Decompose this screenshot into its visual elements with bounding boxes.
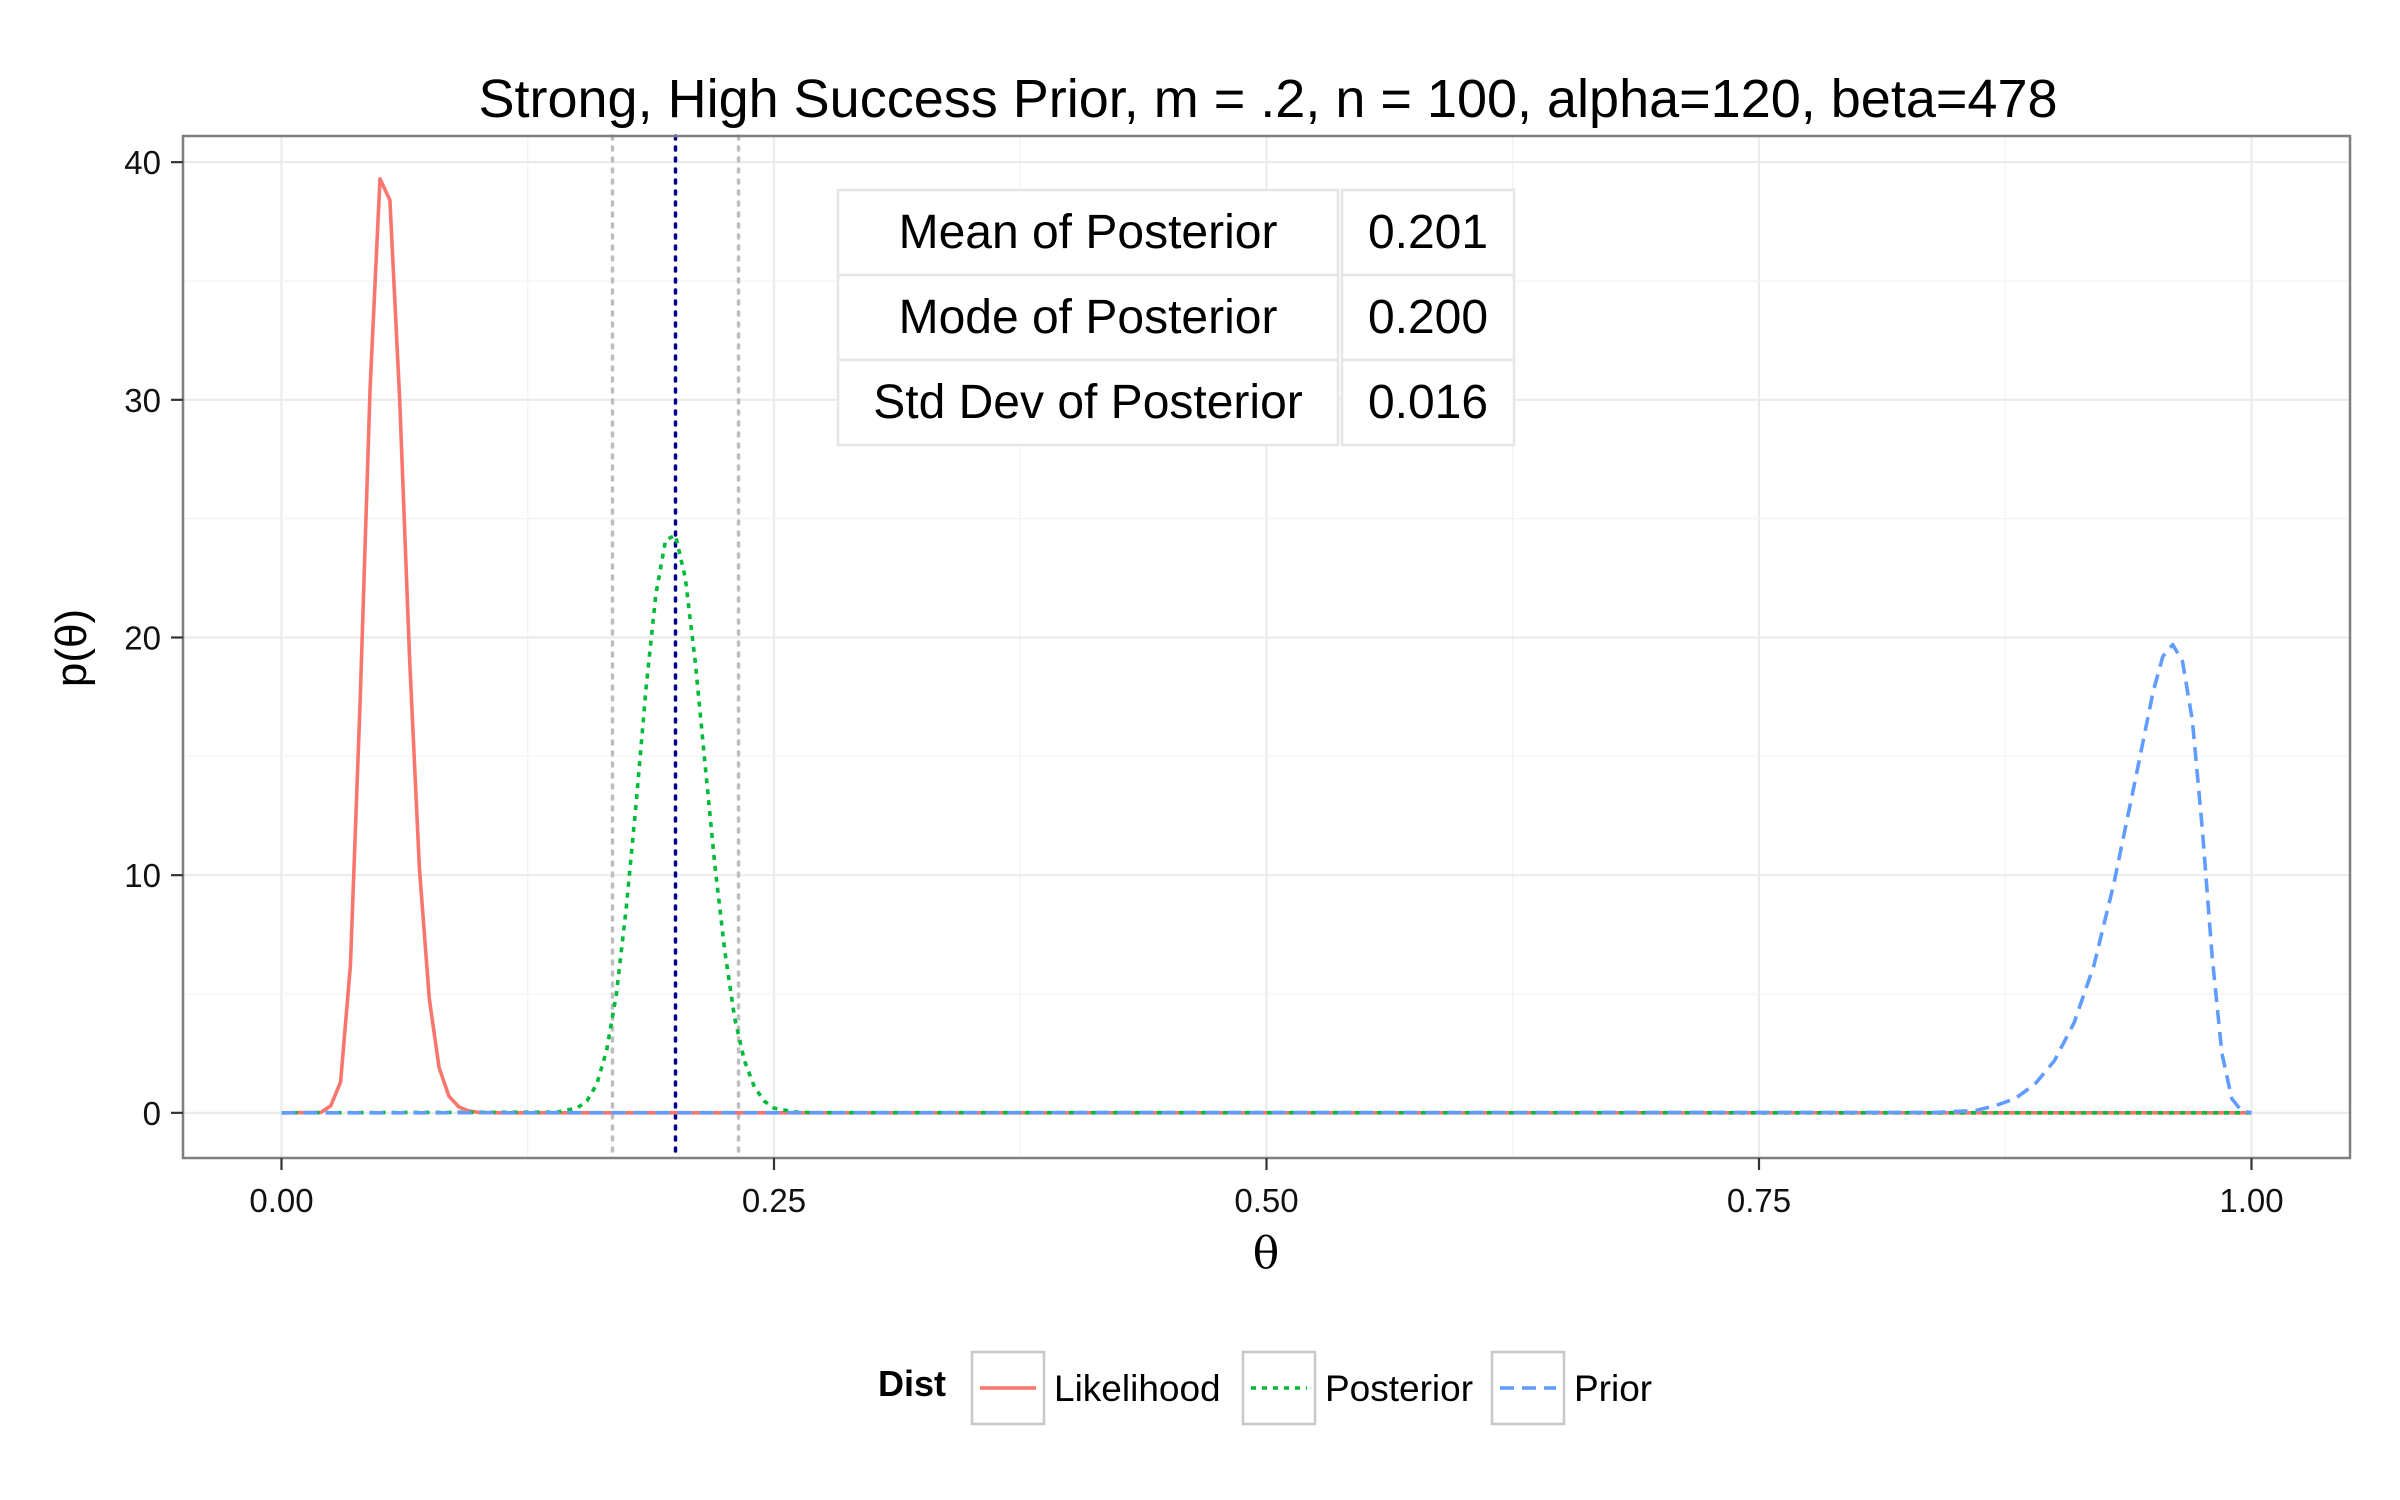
y-axis-title: p(θ) [47, 609, 96, 687]
posterior-summary-table: Mean of Posterior 0.201 Mode of Posterior 0… [836, 188, 1516, 447]
legend-label-posterior: Posterior [1325, 1368, 1473, 1409]
y-tick-label: 0 [143, 1095, 161, 1132]
legend-label-prior: Prior [1574, 1368, 1652, 1409]
legend-label-likelihood: Likelihood [1054, 1368, 1221, 1409]
y-axis: 0 10 20 30 40 [124, 144, 183, 1132]
legend: Dist Likelihood Posterior Prior [878, 1350, 1652, 1426]
table-row-value: 0.201 [1368, 206, 1488, 259]
table-label-cell [836, 273, 1340, 362]
density-series [281, 177, 2252, 1115]
x-tick-label: 0.00 [249, 1182, 313, 1219]
legend-title: Dist [878, 1363, 946, 1404]
table-label-cell [836, 358, 1340, 447]
x-tick-label: 0.25 [742, 1182, 806, 1219]
table-value-cell [1340, 358, 1516, 447]
x-tick-label: 0.50 [1234, 1182, 1298, 1219]
table-row-value: 0.200 [1368, 291, 1488, 344]
y-tick-label: 10 [124, 857, 161, 894]
chart-title: Strong, High Success Prior, m = .2, n = … [478, 69, 2057, 129]
table-value-cell [1340, 273, 1516, 362]
reference-lines [610, 134, 741, 1160]
x-axis-title: θ [1253, 1228, 1280, 1279]
table-value-cell [1340, 188, 1516, 277]
series-line-prior [281, 642, 2252, 1115]
x-tick-label: 1.00 [2219, 1182, 2283, 1219]
y-tick-label: 40 [124, 144, 161, 181]
table-row-label: Mean of Posterior [899, 206, 1278, 259]
table-row-label: Std Dev of Posterior [873, 376, 1303, 429]
y-tick-label: 30 [124, 382, 161, 419]
series-line-posterior [281, 533, 2252, 1115]
x-tick-label: 0.75 [1727, 1182, 1791, 1219]
table-row-value: 0.016 [1368, 376, 1488, 429]
y-tick-label: 20 [124, 619, 161, 656]
series-line-likelihood [281, 177, 2252, 1115]
table-row-label: Mode of Posterior [899, 291, 1278, 344]
x-axis: 0.00 0.25 0.50 0.75 1.00 [249, 1158, 2284, 1219]
table-label-cell [836, 188, 1340, 277]
